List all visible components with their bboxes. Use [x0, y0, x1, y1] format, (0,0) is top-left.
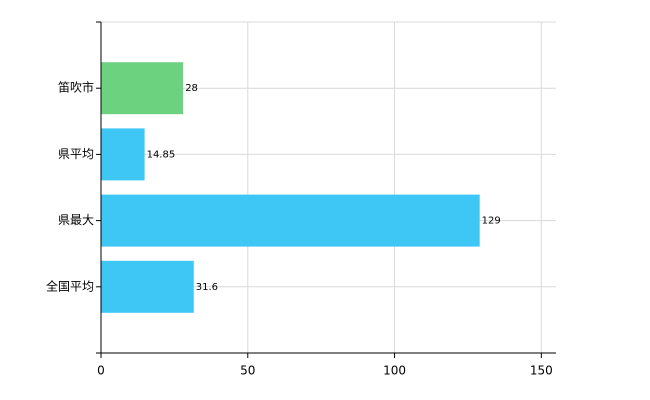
x-tick-label: 50 — [240, 364, 255, 378]
bar — [101, 62, 184, 115]
value-label: 31.6 — [196, 282, 218, 293]
value-label: 129 — [482, 216, 501, 227]
bar — [101, 194, 480, 247]
x-tick-label: 100 — [383, 364, 406, 378]
y-tick-label: 県平均 — [58, 147, 94, 161]
x-tick-label: 0 — [97, 364, 105, 378]
x-tick-label: 150 — [530, 364, 553, 378]
y-tick-label: 笛吹市 — [58, 80, 94, 95]
bar — [101, 128, 145, 181]
y-tick-label: 県最大 — [58, 213, 94, 227]
y-tick-label: 全国平均 — [46, 278, 94, 293]
value-label: 28 — [185, 83, 198, 94]
bar — [101, 260, 194, 313]
value-label: 14.85 — [147, 149, 176, 160]
